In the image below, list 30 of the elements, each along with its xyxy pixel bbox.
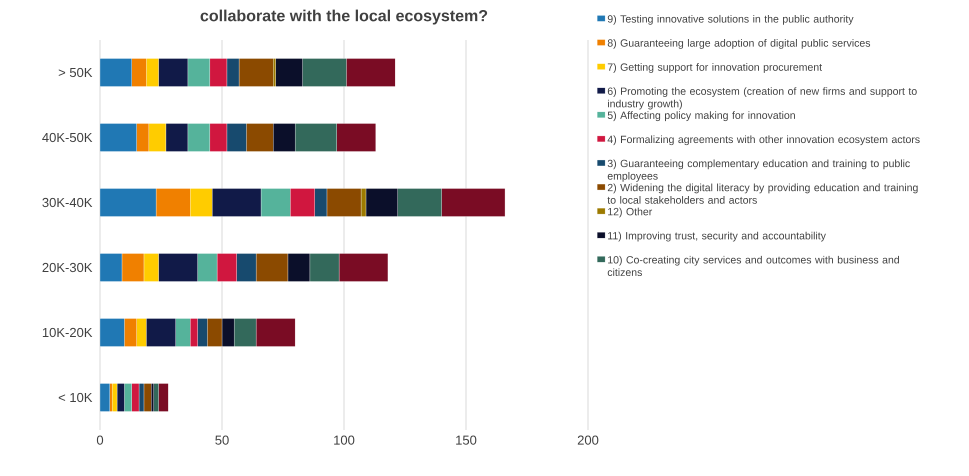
legend-label: 7) Getting support for innovation procurement	[608, 63, 822, 73]
bar	[100, 318, 125, 347]
y-tick-label: 30K-40K	[42, 198, 92, 208]
x-tick-label: 50	[215, 436, 229, 445]
y-tick-label: > 50K	[58, 68, 92, 78]
legend-label: 2) Widening the digital literacy by providing education and training to local stakeholders and actors	[607, 184, 918, 204]
legend-label: 10) Co-creating city services and outcomes with business and citizens	[608, 256, 899, 276]
bar	[100, 58, 132, 87]
x-tick-label: 0	[96, 436, 104, 445]
legend-label: 5) Affecting policy making for innovation	[608, 111, 795, 122]
legend-label: 3) Guaranteeing complementary education and training to public employees	[608, 159, 910, 182]
y-tick-label: 40K-50K	[42, 132, 92, 142]
legend-label: 12) Other	[608, 208, 652, 218]
bar	[100, 253, 122, 282]
bar	[100, 123, 137, 152]
y-tick-label: 10K-20K	[42, 328, 92, 338]
bar	[100, 188, 156, 217]
y-tick-label: < 10K	[58, 392, 92, 402]
x-tick-label: 100	[334, 436, 354, 445]
legend-label: 6) Promoting the ecosystem (creation of new firms and support to industry growth)	[608, 87, 917, 110]
legend-label: 9) Testing innovative solutions in the public authority	[608, 14, 854, 25]
legend-label: 8) Guaranteeing large adoption of digital public services	[608, 39, 870, 49]
bar	[158, 383, 168, 412]
legend-label: 11) Improving trust, security and accountability	[608, 232, 826, 242]
x-tick-label: 150	[456, 436, 476, 445]
y-tick-label: 20K-30K	[42, 262, 92, 272]
chart-title: collaborate with the local ecosystem?	[200, 10, 488, 25]
bar	[144, 383, 152, 412]
legend-label: 4) Formalizing agreements with other innovation ecosystem actors	[608, 135, 920, 146]
x-tick-label: 200	[578, 436, 598, 445]
